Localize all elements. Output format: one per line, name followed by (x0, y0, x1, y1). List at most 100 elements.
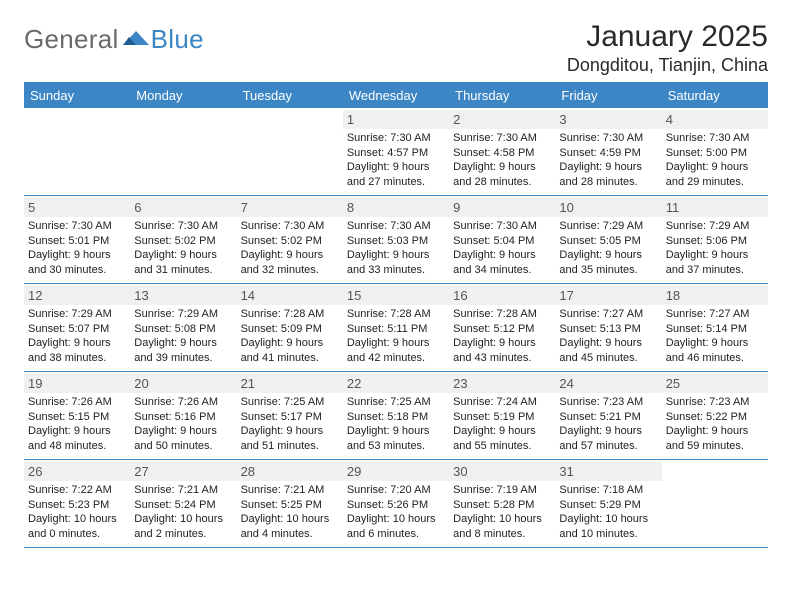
day-details: Sunrise: 7:29 AMSunset: 5:06 PMDaylight:… (666, 219, 764, 277)
day-detail-line: Sunrise: 7:27 AM (666, 307, 764, 322)
day-detail-line: and 46 minutes. (666, 351, 764, 366)
day-details: Sunrise: 7:19 AMSunset: 5:28 PMDaylight:… (453, 483, 551, 541)
day-detail-line: Sunrise: 7:23 AM (666, 395, 764, 410)
day-detail-line: Sunrise: 7:30 AM (666, 131, 764, 146)
day-cell: 24Sunrise: 7:23 AMSunset: 5:21 PMDayligh… (555, 372, 661, 459)
day-detail-line: and 35 minutes. (559, 263, 657, 278)
day-detail-line: Sunrise: 7:30 AM (453, 131, 551, 146)
day-detail-line: Sunset: 5:12 PM (453, 322, 551, 337)
day-detail-line: Sunrise: 7:29 AM (559, 219, 657, 234)
day-detail-line: Daylight: 9 hours (347, 248, 445, 263)
day-number: 22 (343, 374, 449, 393)
day-detail-line: Sunrise: 7:30 AM (134, 219, 232, 234)
day-detail-line: Sunrise: 7:28 AM (241, 307, 339, 322)
day-number: 3 (555, 110, 661, 129)
day-detail-line: Sunrise: 7:21 AM (241, 483, 339, 498)
day-detail-line: Sunrise: 7:30 AM (347, 131, 445, 146)
day-number: 29 (343, 462, 449, 481)
day-detail-line: Daylight: 9 hours (28, 336, 126, 351)
day-detail-line: Daylight: 9 hours (666, 160, 764, 175)
day-cell: 8Sunrise: 7:30 AMSunset: 5:03 PMDaylight… (343, 196, 449, 283)
day-detail-line: Sunset: 5:17 PM (241, 410, 339, 425)
day-details: Sunrise: 7:22 AMSunset: 5:23 PMDaylight:… (28, 483, 126, 541)
dow-monday: Monday (130, 84, 236, 108)
day-detail-line: and 29 minutes. (666, 175, 764, 190)
day-cell: 2Sunrise: 7:30 AMSunset: 4:58 PMDaylight… (449, 108, 555, 195)
day-detail-line: Sunset: 5:23 PM (28, 498, 126, 513)
day-detail-line: Sunrise: 7:21 AM (134, 483, 232, 498)
day-detail-line: Daylight: 9 hours (134, 336, 232, 351)
day-detail-line: Sunrise: 7:26 AM (28, 395, 126, 410)
day-details: Sunrise: 7:29 AMSunset: 5:07 PMDaylight:… (28, 307, 126, 365)
day-number: 1 (343, 110, 449, 129)
day-details: Sunrise: 7:25 AMSunset: 5:18 PMDaylight:… (347, 395, 445, 453)
day-detail-line: Sunset: 5:04 PM (453, 234, 551, 249)
day-number: 4 (662, 110, 768, 129)
day-detail-line: Daylight: 9 hours (347, 336, 445, 351)
day-detail-line: and 32 minutes. (241, 263, 339, 278)
day-detail-line: Sunrise: 7:24 AM (453, 395, 551, 410)
day-cell: 28Sunrise: 7:21 AMSunset: 5:25 PMDayligh… (237, 460, 343, 547)
day-number: 2 (449, 110, 555, 129)
day-number: 6 (130, 198, 236, 217)
day-cell: 29Sunrise: 7:20 AMSunset: 5:26 PMDayligh… (343, 460, 449, 547)
day-detail-line: Sunset: 5:03 PM (347, 234, 445, 249)
day-details: Sunrise: 7:29 AMSunset: 5:05 PMDaylight:… (559, 219, 657, 277)
day-detail-line: Daylight: 9 hours (28, 248, 126, 263)
month-title: January 2025 (567, 20, 768, 54)
day-detail-line: Sunrise: 7:23 AM (559, 395, 657, 410)
day-detail-line: Sunset: 5:26 PM (347, 498, 445, 513)
day-number: 21 (237, 374, 343, 393)
day-detail-line: Sunset: 5:14 PM (666, 322, 764, 337)
day-cell (662, 460, 768, 547)
day-cell: 5Sunrise: 7:30 AMSunset: 5:01 PMDaylight… (24, 196, 130, 283)
day-of-week-row: Sunday Monday Tuesday Wednesday Thursday… (24, 84, 768, 108)
day-number: 15 (343, 286, 449, 305)
day-detail-line: Sunset: 5:29 PM (559, 498, 657, 513)
day-detail-line: Daylight: 9 hours (134, 248, 232, 263)
day-detail-line: Sunset: 5:22 PM (666, 410, 764, 425)
day-detail-line: Sunset: 5:07 PM (28, 322, 126, 337)
day-detail-line: and 39 minutes. (134, 351, 232, 366)
location: Dongditou, Tianjin, China (567, 55, 768, 76)
day-detail-line: Daylight: 10 hours (453, 512, 551, 527)
day-details: Sunrise: 7:30 AMSunset: 4:59 PMDaylight:… (559, 131, 657, 189)
day-detail-line: Sunrise: 7:28 AM (347, 307, 445, 322)
dow-thursday: Thursday (449, 84, 555, 108)
day-detail-line: and 48 minutes. (28, 439, 126, 454)
day-detail-line: Sunset: 5:00 PM (666, 146, 764, 161)
day-detail-line: and 28 minutes. (559, 175, 657, 190)
day-detail-line: Sunset: 4:58 PM (453, 146, 551, 161)
day-detail-line: and 31 minutes. (134, 263, 232, 278)
day-details: Sunrise: 7:30 AMSunset: 5:02 PMDaylight:… (134, 219, 232, 277)
day-number: 13 (130, 286, 236, 305)
day-number: 28 (237, 462, 343, 481)
day-details: Sunrise: 7:26 AMSunset: 5:15 PMDaylight:… (28, 395, 126, 453)
day-cell: 11Sunrise: 7:29 AMSunset: 5:06 PMDayligh… (662, 196, 768, 283)
day-detail-line: Sunset: 5:24 PM (134, 498, 232, 513)
day-detail-line: Sunset: 5:02 PM (134, 234, 232, 249)
dow-tuesday: Tuesday (237, 84, 343, 108)
day-detail-line: Sunset: 5:08 PM (134, 322, 232, 337)
day-detail-line: Sunrise: 7:29 AM (28, 307, 126, 322)
day-detail-line: Sunrise: 7:29 AM (134, 307, 232, 322)
dow-saturday: Saturday (662, 84, 768, 108)
logo-text-blue: Blue (151, 24, 204, 55)
day-number: 24 (555, 374, 661, 393)
day-detail-line: Sunrise: 7:26 AM (134, 395, 232, 410)
day-detail-line: Daylight: 9 hours (347, 160, 445, 175)
day-number: 27 (130, 462, 236, 481)
day-detail-line: Sunset: 5:15 PM (28, 410, 126, 425)
day-detail-line: Sunrise: 7:19 AM (453, 483, 551, 498)
day-cell (237, 108, 343, 195)
week-row: 26Sunrise: 7:22 AMSunset: 5:23 PMDayligh… (24, 460, 768, 548)
day-detail-line: and 37 minutes. (666, 263, 764, 278)
day-detail-line: and 33 minutes. (347, 263, 445, 278)
day-detail-line: and 28 minutes. (453, 175, 551, 190)
day-detail-line: Sunrise: 7:18 AM (559, 483, 657, 498)
day-detail-line: and 10 minutes. (559, 527, 657, 542)
day-detail-line: and 53 minutes. (347, 439, 445, 454)
day-details: Sunrise: 7:28 AMSunset: 5:09 PMDaylight:… (241, 307, 339, 365)
day-details: Sunrise: 7:26 AMSunset: 5:16 PMDaylight:… (134, 395, 232, 453)
day-number: 14 (237, 286, 343, 305)
